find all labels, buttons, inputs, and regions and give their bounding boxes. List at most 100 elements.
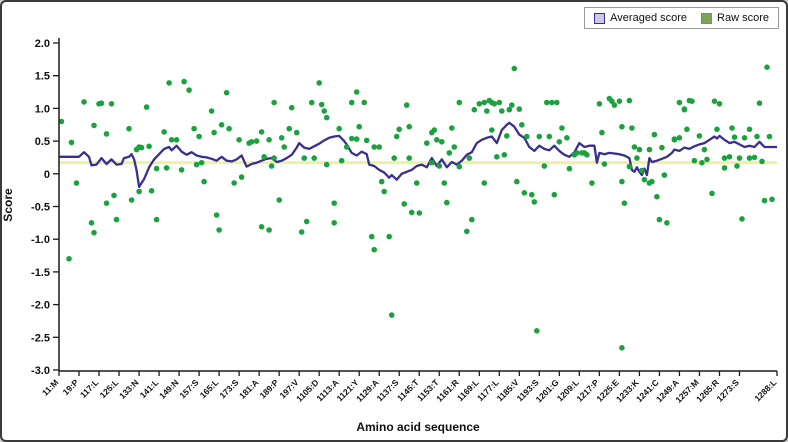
raw-score-point xyxy=(546,133,553,140)
raw-score-point xyxy=(616,98,623,104)
raw-score-point xyxy=(766,133,773,140)
raw-score-point xyxy=(506,106,513,113)
raw-score-point xyxy=(646,146,653,153)
raw-score-point xyxy=(393,133,400,140)
raw-score-point xyxy=(356,123,363,130)
raw-score-point xyxy=(621,200,628,206)
raw-score-point xyxy=(599,129,605,136)
raw-score-point xyxy=(536,133,543,140)
raw-score-point xyxy=(429,159,435,166)
raw-score-point xyxy=(619,123,625,130)
raw-score-point xyxy=(58,118,65,125)
raw-score-point xyxy=(721,165,728,171)
raw-score-point xyxy=(153,216,160,223)
x-tick-label: 1288:L xyxy=(752,377,778,403)
raw-score-point xyxy=(656,216,663,223)
raw-score-point xyxy=(649,178,655,185)
raw-score-point xyxy=(456,99,463,106)
raw-score-point xyxy=(376,144,383,150)
raw-score-point xyxy=(193,161,200,168)
y-tick-label: 1.0 xyxy=(35,103,50,115)
raw-score-point xyxy=(446,150,453,156)
raw-score-point xyxy=(739,216,745,222)
raw-score-point xyxy=(704,156,710,163)
raw-score-point xyxy=(566,165,573,172)
raw-score-point xyxy=(371,144,378,150)
raw-score-point xyxy=(311,155,318,161)
raw-score-point xyxy=(136,188,142,195)
raw-score-point xyxy=(253,138,260,144)
raw-score-point xyxy=(589,180,595,186)
averaged-score-swatch-icon xyxy=(594,12,606,24)
raw-score-point xyxy=(714,126,720,133)
raw-score-point xyxy=(701,146,708,153)
x-tick-label: 19:P xyxy=(61,377,81,397)
y-tick-label: -2.0 xyxy=(31,300,50,312)
raw-score-point xyxy=(186,87,192,93)
raw-score-point xyxy=(449,125,455,131)
x-tick-label: 125:L xyxy=(98,377,121,400)
raw-score-point xyxy=(551,191,558,198)
raw-score-point xyxy=(751,154,758,161)
raw-score-point xyxy=(556,139,563,145)
raw-score-point xyxy=(691,157,698,164)
raw-score-point xyxy=(671,136,678,142)
raw-score-point xyxy=(168,137,175,143)
raw-score-point xyxy=(388,312,395,318)
raw-score-point xyxy=(386,233,393,240)
raw-score-point xyxy=(178,167,185,173)
raw-score-point xyxy=(471,106,478,113)
raw-score-point xyxy=(759,158,765,165)
raw-score-point xyxy=(736,155,743,161)
raw-score-point xyxy=(659,144,665,151)
raw-score-point xyxy=(111,192,117,199)
raw-score-point xyxy=(466,155,473,161)
raw-score-point xyxy=(451,144,458,150)
raw-score-point xyxy=(413,180,420,186)
raw-score-point xyxy=(511,65,518,72)
raw-score-point xyxy=(408,209,415,216)
raw-score-point xyxy=(611,102,618,108)
raw-score-point xyxy=(223,89,230,96)
raw-score-point xyxy=(113,216,120,223)
raw-score-point xyxy=(481,180,488,186)
raw-score-point xyxy=(626,163,633,170)
y-tick-label: -2.5 xyxy=(31,332,50,344)
raw-score-point xyxy=(619,178,625,185)
raw-score-point xyxy=(303,218,310,225)
x-tick-label: 1273:S xyxy=(714,377,741,404)
raw-score-point xyxy=(439,139,445,145)
y-axis-title: Score xyxy=(1,188,15,222)
x-tick-label: 1137:S xyxy=(374,377,400,403)
raw-score-point xyxy=(271,155,277,161)
legend-label-averaged: Averaged score xyxy=(610,12,688,24)
raw-score-point xyxy=(301,155,308,161)
x-axis-title: Amino acid sequence xyxy=(356,420,480,434)
raw-score-point xyxy=(153,165,160,172)
raw-score-point xyxy=(348,135,355,142)
raw-score-point xyxy=(619,345,625,351)
raw-score-point xyxy=(248,139,255,145)
raw-score-point xyxy=(441,180,448,186)
x-tick-label: 117:L xyxy=(78,377,100,399)
raw-score-point xyxy=(216,227,222,233)
x-tick-label: 11:M xyxy=(40,377,60,397)
raw-score-point xyxy=(729,125,735,131)
raw-score-point xyxy=(514,178,520,185)
y-tick-label: -0.5 xyxy=(31,202,50,214)
raw-score-point xyxy=(271,99,277,106)
raw-score-point xyxy=(236,137,242,143)
x-tick-label: 189:P xyxy=(258,377,281,400)
raw-score-point xyxy=(201,178,207,185)
raw-score-point xyxy=(431,127,438,133)
raw-score-point xyxy=(629,125,635,131)
raw-score-point xyxy=(361,99,368,106)
raw-score-point xyxy=(734,163,740,169)
raw-score-point xyxy=(173,137,180,143)
raw-score-point xyxy=(321,108,328,114)
axes xyxy=(58,38,777,372)
raw-score-point xyxy=(651,131,658,138)
raw-score-point xyxy=(293,129,300,136)
raw-score-point xyxy=(709,190,715,197)
